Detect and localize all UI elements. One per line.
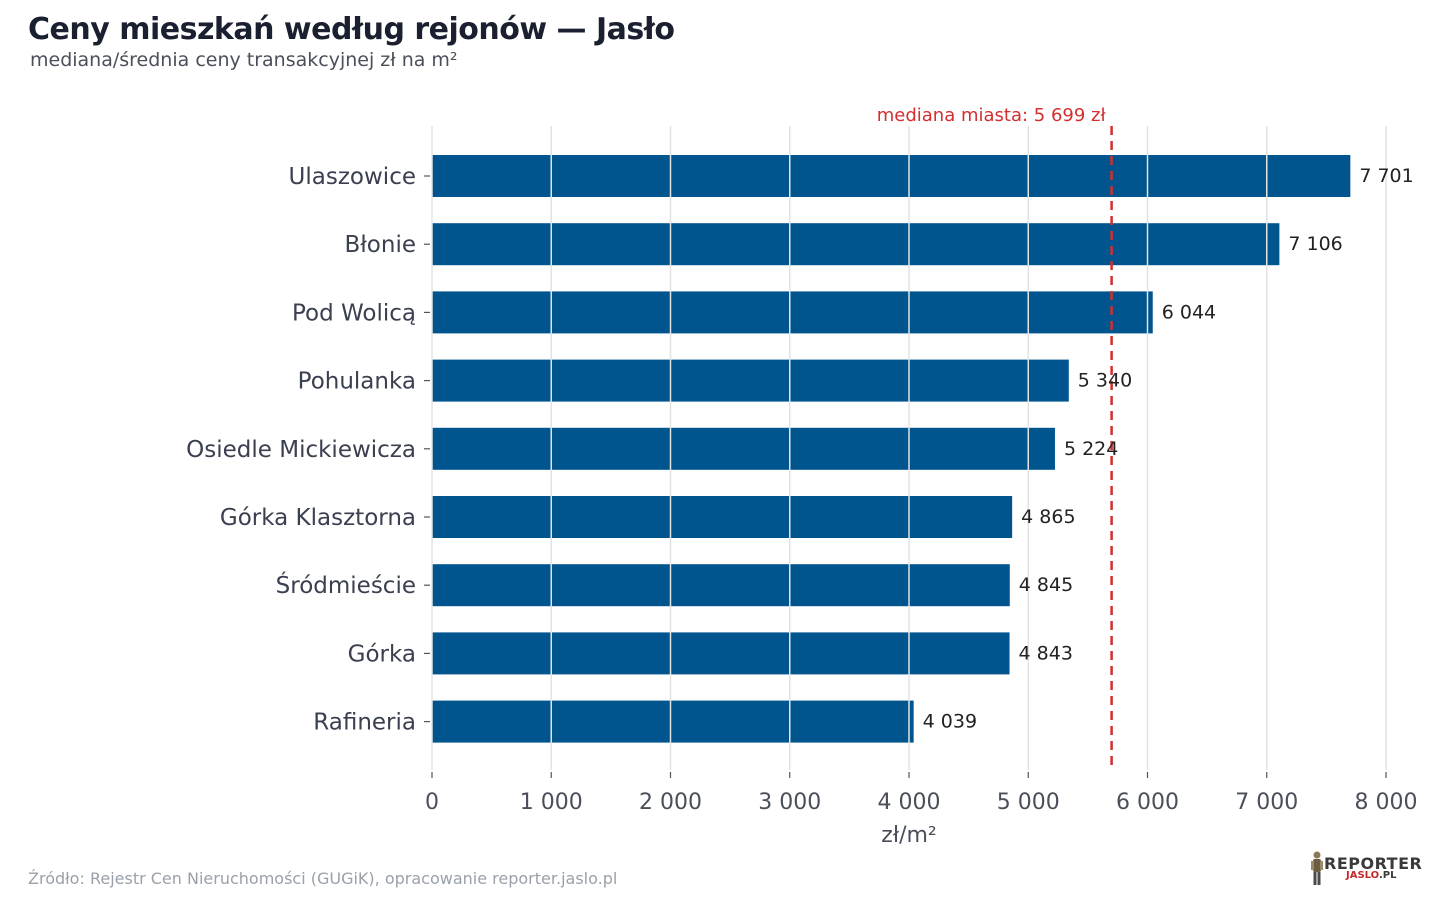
chart-title: Ceny mieszkań według rejonów — Jasło — [28, 12, 675, 47]
bar — [432, 223, 1280, 266]
x-tick-label: 6 000 — [1116, 790, 1179, 815]
x-tick-label: 3 000 — [758, 790, 821, 815]
x-tick-label: 4 000 — [878, 790, 941, 815]
reporter-figure-icon — [1311, 851, 1323, 885]
bar — [432, 564, 1010, 607]
y-tick-label: Osiedle Mickiewicza — [186, 437, 416, 463]
x-tick-label: 7 000 — [1235, 790, 1298, 815]
bar — [432, 427, 1055, 470]
y-tick-label: Śródmieście — [276, 571, 416, 599]
value-label: 7 106 — [1288, 233, 1342, 255]
logo-text: REPORTER — [1324, 854, 1423, 873]
y-tick-label: Górka — [348, 641, 416, 667]
bar — [432, 291, 1153, 334]
x-tick-label: 2 000 — [639, 790, 702, 815]
value-label: 5 340 — [1078, 370, 1132, 392]
bar-chart: 0 1 000 2 000 3 000 4 000 5 000 6 000 7 000 8 00… — [186, 105, 1418, 848]
y-tick-label: Pod Wolicą — [292, 300, 416, 326]
bar — [432, 155, 1351, 197]
value-label: 6 044 — [1162, 301, 1216, 323]
bar — [432, 496, 1013, 538]
bar — [432, 700, 914, 743]
value-label: 5 224 — [1064, 438, 1118, 460]
value-label: 4 843 — [1019, 642, 1073, 664]
bar — [432, 632, 1010, 675]
x-tick-label: 1 000 — [520, 790, 583, 815]
y-tick-label: Górka Klasztorna — [220, 505, 416, 531]
x-axis-label: zł/m² — [881, 823, 936, 848]
y-tick-label: Rafineria — [313, 710, 416, 736]
logo-subtext: JASLO.PL — [1346, 870, 1397, 881]
value-label: 4 865 — [1021, 506, 1075, 528]
reporter-logo: REPORTER JASLO.PL — [1308, 850, 1422, 890]
source-note: Źródło: Rejestr Cen Nieruchomości (GUGiK… — [28, 869, 618, 888]
value-label: 7 701 — [1359, 165, 1413, 187]
value-label: 4 039 — [923, 711, 977, 733]
chart-subtitle: mediana/średnia ceny transakcyjnej zł na… — [30, 49, 458, 71]
bar — [432, 359, 1069, 402]
y-tick-label: Błonie — [344, 232, 416, 258]
x-tick-label: 8 000 — [1355, 790, 1418, 815]
median-label: mediana miasta: 5 699 zł — [877, 105, 1107, 126]
y-tick-label: Ulaszowice — [289, 164, 416, 190]
y-tick-label: Pohulanka — [298, 369, 416, 395]
value-label: 4 845 — [1019, 574, 1073, 596]
x-tick-label: 5 000 — [997, 790, 1060, 815]
x-tick-label: 0 — [425, 790, 439, 815]
